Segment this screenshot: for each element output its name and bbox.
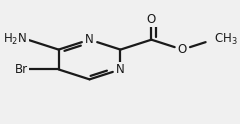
Text: H$_2$N: H$_2$N bbox=[4, 32, 28, 47]
Text: N: N bbox=[85, 33, 94, 46]
Text: Br: Br bbox=[15, 63, 28, 76]
Text: O: O bbox=[178, 43, 187, 56]
Text: N: N bbox=[116, 63, 125, 76]
Text: CH$_3$: CH$_3$ bbox=[214, 32, 238, 47]
Text: O: O bbox=[147, 13, 156, 26]
